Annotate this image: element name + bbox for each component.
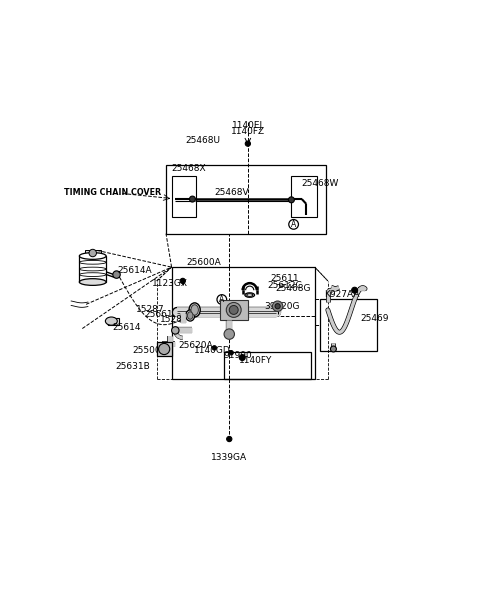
Bar <box>290 176 317 217</box>
Ellipse shape <box>79 279 106 285</box>
Circle shape <box>226 302 241 317</box>
Text: 25661: 25661 <box>145 310 173 319</box>
Bar <box>224 352 311 379</box>
Text: 25612C: 25612C <box>267 281 302 290</box>
Text: A: A <box>291 220 296 229</box>
Circle shape <box>158 343 170 355</box>
Bar <box>108 318 119 325</box>
Text: A: A <box>219 295 225 304</box>
Text: 25468U: 25468U <box>185 136 220 145</box>
Bar <box>172 176 196 217</box>
Circle shape <box>229 305 238 314</box>
Text: 25631B: 25631B <box>116 362 151 371</box>
Text: 25614: 25614 <box>112 323 141 332</box>
Circle shape <box>113 271 120 279</box>
Text: 25500A: 25500A <box>132 346 168 355</box>
Text: K927AA: K927AA <box>324 290 360 299</box>
Text: 25468G: 25468G <box>276 284 311 293</box>
Circle shape <box>289 220 299 229</box>
Text: 1339GA: 1339GA <box>211 453 247 462</box>
Bar <box>84 250 101 256</box>
Circle shape <box>352 288 358 293</box>
Text: 25468V: 25468V <box>215 188 249 197</box>
Text: TIMING CHAIN COVER: TIMING CHAIN COVER <box>64 188 161 197</box>
Ellipse shape <box>189 303 200 317</box>
Text: 1140EJ: 1140EJ <box>232 121 264 131</box>
Ellipse shape <box>106 317 117 325</box>
Text: 1140FZ: 1140FZ <box>231 127 265 136</box>
Text: 15287: 15287 <box>160 314 188 323</box>
Text: 25614A: 25614A <box>118 267 152 276</box>
Text: 25600A: 25600A <box>186 258 221 267</box>
Ellipse shape <box>79 253 106 259</box>
Ellipse shape <box>186 310 195 321</box>
Bar <box>166 165 326 234</box>
Circle shape <box>288 197 294 203</box>
Bar <box>320 299 377 351</box>
Text: 25620A: 25620A <box>178 341 213 350</box>
Circle shape <box>217 295 227 304</box>
Text: 25611: 25611 <box>270 274 299 283</box>
Text: 39220G: 39220G <box>264 302 300 311</box>
Circle shape <box>275 304 280 309</box>
Circle shape <box>89 249 96 257</box>
Ellipse shape <box>247 294 252 297</box>
Text: 1140FY: 1140FY <box>239 356 272 365</box>
Text: 1140GD: 1140GD <box>194 346 231 355</box>
Circle shape <box>240 355 245 361</box>
Text: 25469: 25469 <box>360 314 389 323</box>
Bar <box>79 256 106 282</box>
Circle shape <box>227 437 232 441</box>
Circle shape <box>172 326 179 334</box>
Circle shape <box>224 329 234 339</box>
Bar <box>220 300 248 320</box>
Circle shape <box>180 279 185 283</box>
Text: 25468W: 25468W <box>302 179 339 188</box>
Ellipse shape <box>187 312 193 319</box>
Ellipse shape <box>245 293 254 297</box>
Text: 1123GX: 1123GX <box>152 279 188 288</box>
Bar <box>156 341 172 356</box>
Text: 25468X: 25468X <box>172 164 206 173</box>
Circle shape <box>273 301 283 311</box>
Text: 91990: 91990 <box>224 351 252 360</box>
Circle shape <box>330 346 336 352</box>
Circle shape <box>190 196 195 202</box>
Circle shape <box>229 350 233 355</box>
Circle shape <box>245 141 251 146</box>
Bar <box>172 267 315 379</box>
Circle shape <box>212 346 216 350</box>
Ellipse shape <box>191 305 198 315</box>
Text: 15287: 15287 <box>136 305 165 314</box>
